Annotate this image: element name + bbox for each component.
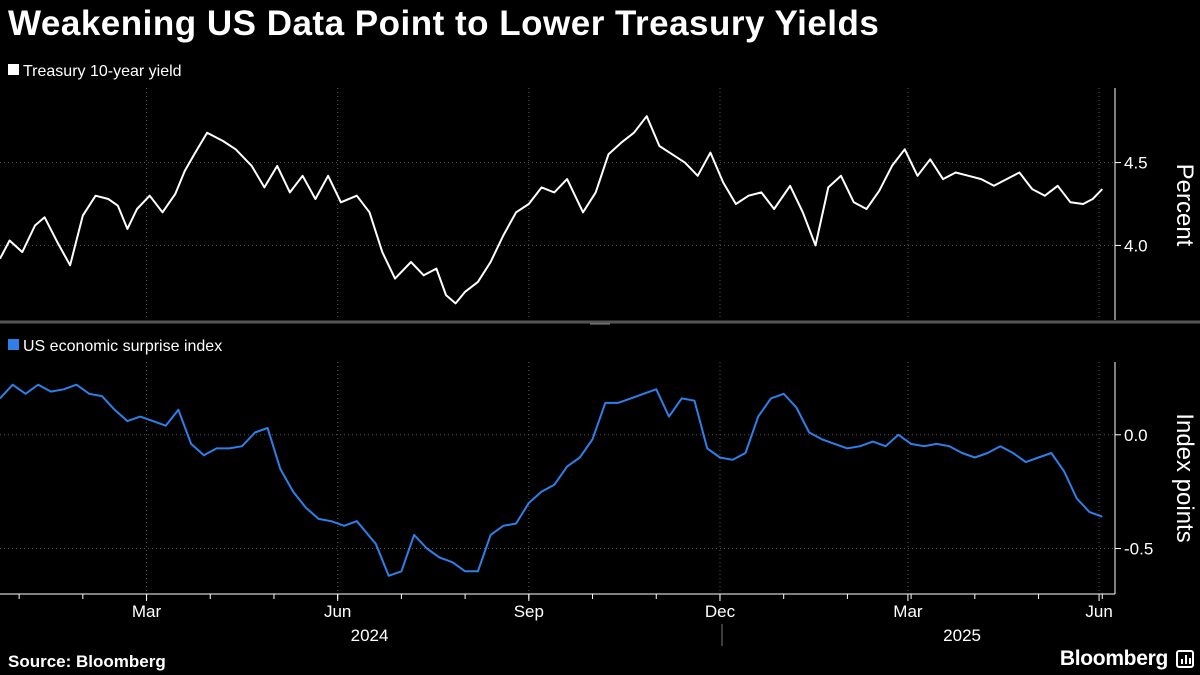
chart-title: Weakening US Data Point to Lower Treasur… xyxy=(8,4,880,43)
legend-swatch-surprise xyxy=(8,339,19,350)
y-tick-label-yield-1: 4.5 xyxy=(1124,154,1148,173)
x-year-label-1: 2025 xyxy=(943,626,981,645)
y-tick-label-surprise-1: 0.0 xyxy=(1124,426,1148,445)
surprise-axis-label: Index points xyxy=(1171,413,1198,542)
legend-label-yield: Treasury 10-year yield xyxy=(23,63,182,80)
bloomberg-logo: Bloomberg xyxy=(1059,647,1168,670)
legend-swatch-yield xyxy=(8,64,19,75)
x-tick-label-3: Dec xyxy=(705,602,736,621)
source-note: Source: Bloomberg xyxy=(8,652,166,671)
bloomberg-chart-icon xyxy=(1176,650,1194,668)
yield-axis-label: Percent xyxy=(1171,164,1198,247)
x-tick-label-4: Mar xyxy=(893,602,923,621)
x-tick-label-1: Jun xyxy=(324,602,351,621)
x-year-label-0: 2024 xyxy=(351,626,389,645)
x-tick-label-2: Sep xyxy=(514,602,544,621)
series-line-surprise-0 xyxy=(0,383,1103,577)
legend-label-surprise: US economic surprise index xyxy=(23,338,222,355)
y-tick-layer: 4.0 4.5 -0.5 0.0 xyxy=(1115,154,1153,559)
series-line-yield-0 xyxy=(0,115,1104,305)
series-layer xyxy=(0,115,1104,577)
x-tick-label-5: Jun xyxy=(1085,602,1112,621)
grid-layer xyxy=(0,88,1115,594)
x-tick-label-0: Mar xyxy=(132,602,162,621)
y-tick-label-yield-0: 4.0 xyxy=(1124,236,1148,255)
y-tick-label-surprise-0: -0.5 xyxy=(1124,540,1153,559)
